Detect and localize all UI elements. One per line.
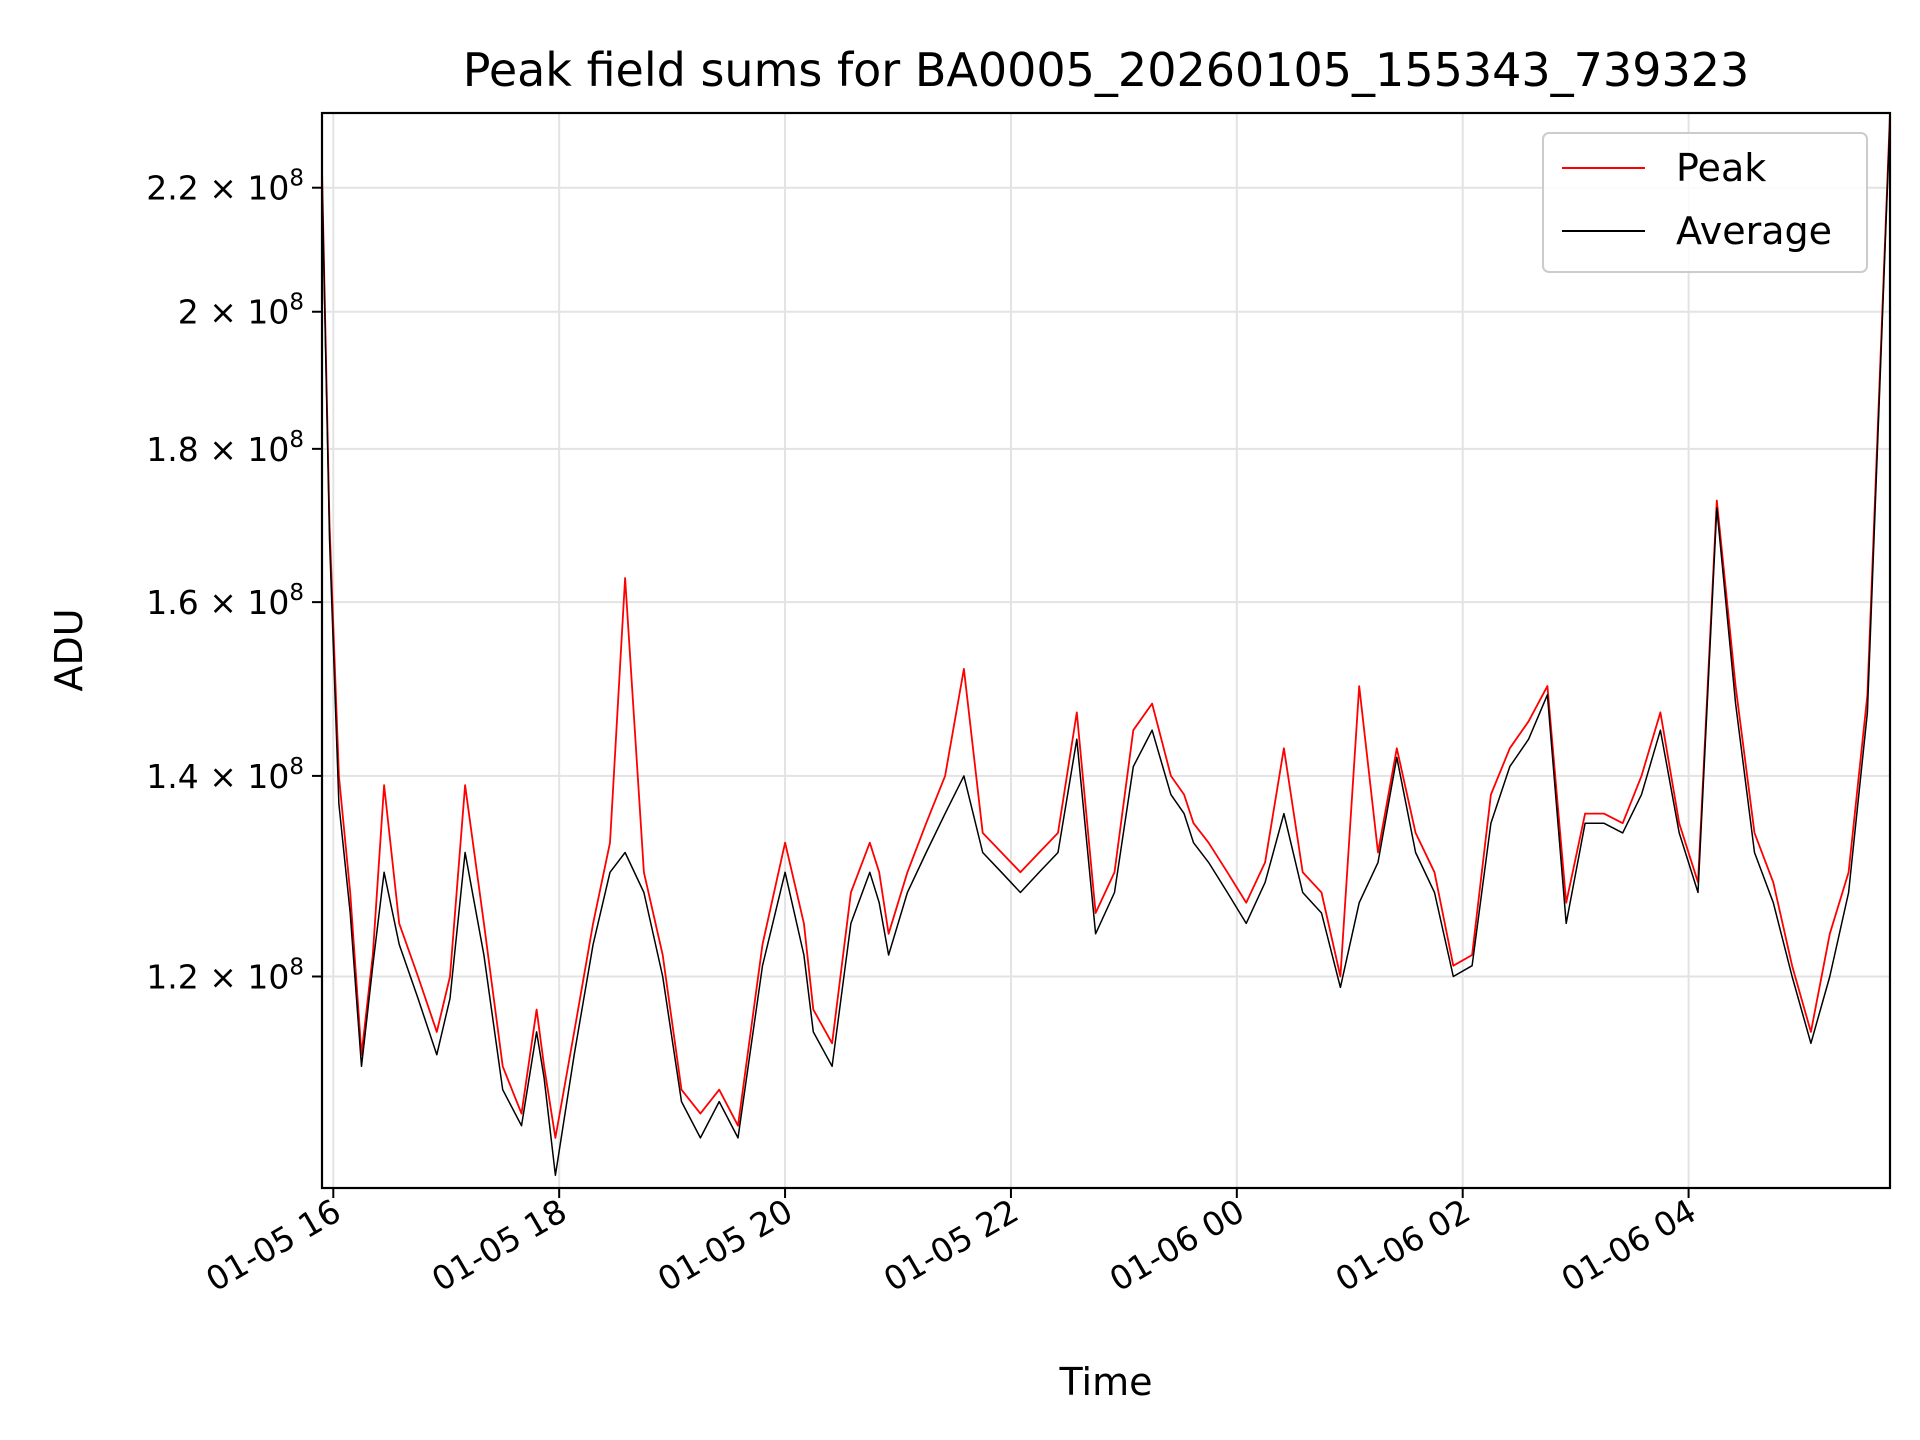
y-tick-label: 1.8 × 108 [146,427,304,469]
legend-label-average: Average [1676,209,1832,253]
chart-title: Peak field sums for BA0005_20260105_1553… [463,43,1750,97]
x-axis-label: Time [1059,1360,1153,1404]
y-tick-label: 2.2 × 108 [146,166,304,208]
y-tick-label: 1.6 × 108 [146,580,304,622]
plot-frame [320,111,1892,1190]
series-line-peak [322,113,1890,1139]
y-tick-label: 2 × 108 [178,290,304,332]
y-axis-ticks: 1.2 × 108 1.4 × 108 1.6 × 108 1.8 × 108 2 × … [146,166,322,997]
y-tick-label: 1.2 × 108 [146,955,304,997]
legend: Peak Average [1542,132,1868,273]
series-line-average [322,118,1890,1177]
series-lines [322,113,1890,1177]
y-tick-label: 1.4 × 108 [146,754,304,796]
y-axis-label: ADU [47,608,91,691]
legend-label-peak: Peak [1676,146,1766,190]
